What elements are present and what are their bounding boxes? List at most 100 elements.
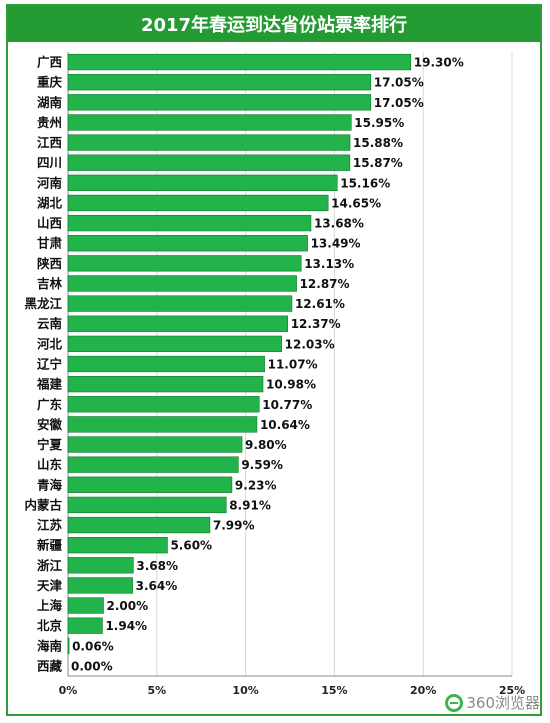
data-label: 9.80% <box>245 438 287 452</box>
data-label: 10.64% <box>260 418 310 432</box>
category-label: 青海 <box>37 477 63 492</box>
bar <box>67 295 293 312</box>
bar <box>67 577 133 594</box>
bar <box>67 396 260 413</box>
data-label: 9.23% <box>235 478 277 492</box>
category-label: 山东 <box>37 457 63 472</box>
category-label: 江西 <box>37 135 62 150</box>
category-label: 上海 <box>37 598 63 613</box>
category-label: 北京 <box>37 618 63 633</box>
chart-title: 2017年春运到达省份站票率排行 <box>140 15 408 36</box>
data-label: 1.94% <box>105 619 147 633</box>
bar <box>67 375 264 393</box>
category-label: 天津 <box>37 578 63 593</box>
bar <box>67 315 288 332</box>
bar <box>67 436 243 453</box>
bar <box>67 456 239 473</box>
data-label: 17.05% <box>374 76 424 90</box>
data-label: 14.65% <box>331 196 381 210</box>
category-label: 重庆 <box>37 75 63 90</box>
category-label: 湖北 <box>37 195 63 210</box>
data-label: 13.13% <box>304 257 354 271</box>
data-label: 19.30% <box>414 56 464 70</box>
bar <box>67 53 412 71</box>
bar <box>67 557 134 574</box>
category-label: 海南 <box>37 638 63 653</box>
data-label: 15.95% <box>354 116 404 130</box>
bar <box>67 74 372 91</box>
category-label: 云南 <box>37 316 63 331</box>
bar <box>67 637 70 654</box>
data-label: 3.64% <box>136 579 178 593</box>
bar <box>67 255 302 272</box>
data-label: 17.05% <box>374 96 424 110</box>
bar <box>67 235 308 252</box>
data-label: 12.87% <box>300 277 350 291</box>
category-label: 浙江 <box>37 558 63 573</box>
data-label: 13.68% <box>314 217 364 231</box>
bar <box>67 154 351 171</box>
data-label: 3.68% <box>136 559 178 573</box>
category-label: 西藏 <box>37 658 63 673</box>
x-tick-label: 25% <box>499 684 525 697</box>
data-label: 13.49% <box>311 237 361 251</box>
bar <box>67 516 211 534</box>
data-label: 15.87% <box>353 156 403 170</box>
bar <box>67 134 351 151</box>
x-tick-label: 0% <box>59 684 78 697</box>
category-label: 吉林 <box>37 276 63 291</box>
x-tick-label: 10% <box>232 684 258 697</box>
category-label: 内蒙古 <box>24 497 62 512</box>
bar <box>67 275 297 292</box>
x-tick-label: 5% <box>147 684 166 697</box>
bar <box>67 617 103 634</box>
data-label: 12.37% <box>291 317 341 331</box>
data-label: 12.03% <box>285 337 335 351</box>
category-label: 陕西 <box>37 256 62 271</box>
data-label: 15.16% <box>340 176 390 190</box>
data-label: 10.77% <box>262 398 312 412</box>
category-label: 江苏 <box>37 518 63 533</box>
data-label: 5.60% <box>170 539 212 553</box>
bar <box>67 597 104 614</box>
data-label: 11.07% <box>268 358 318 372</box>
category-label: 宁夏 <box>37 437 63 452</box>
category-label: 河南 <box>37 175 63 190</box>
watermark-text: 360浏览器 <box>466 694 540 712</box>
data-label: 2.00% <box>107 599 149 613</box>
category-label: 安徽 <box>37 417 63 432</box>
chart-title-bar: 2017年春运到达省份站票率排行 <box>8 6 540 42</box>
data-label: 15.88% <box>353 136 403 150</box>
data-label: 8.91% <box>229 498 271 512</box>
data-label: 0.00% <box>71 659 113 673</box>
x-tick-label: 20% <box>410 684 436 697</box>
bar <box>67 537 168 554</box>
data-label: 9.59% <box>241 458 283 472</box>
category-label: 辽宁 <box>37 357 62 372</box>
x-tick-label: 15% <box>321 684 347 697</box>
data-label: 7.99% <box>213 519 255 533</box>
bar <box>67 194 329 212</box>
category-label: 四川 <box>37 155 62 170</box>
data-label: 0.06% <box>72 639 114 653</box>
data-label: 10.98% <box>266 378 316 392</box>
bar <box>67 214 312 232</box>
category-label: 广西 <box>37 55 62 70</box>
data-label: 12.61% <box>295 297 345 311</box>
category-label: 甘肃 <box>37 236 63 251</box>
category-label: 福建 <box>36 377 63 392</box>
bar <box>67 416 258 433</box>
category-label: 黑龙江 <box>24 296 62 311</box>
category-label: 广东 <box>37 397 63 412</box>
360-browser-logo-icon <box>445 693 464 712</box>
bar <box>67 335 282 353</box>
bar <box>67 496 227 514</box>
bar <box>67 94 372 111</box>
bar <box>67 355 265 373</box>
bar <box>67 174 338 191</box>
category-label: 河北 <box>37 336 63 351</box>
category-label: 山西 <box>37 216 62 231</box>
category-label: 湖南 <box>37 95 63 110</box>
category-label: 新疆 <box>37 538 63 553</box>
